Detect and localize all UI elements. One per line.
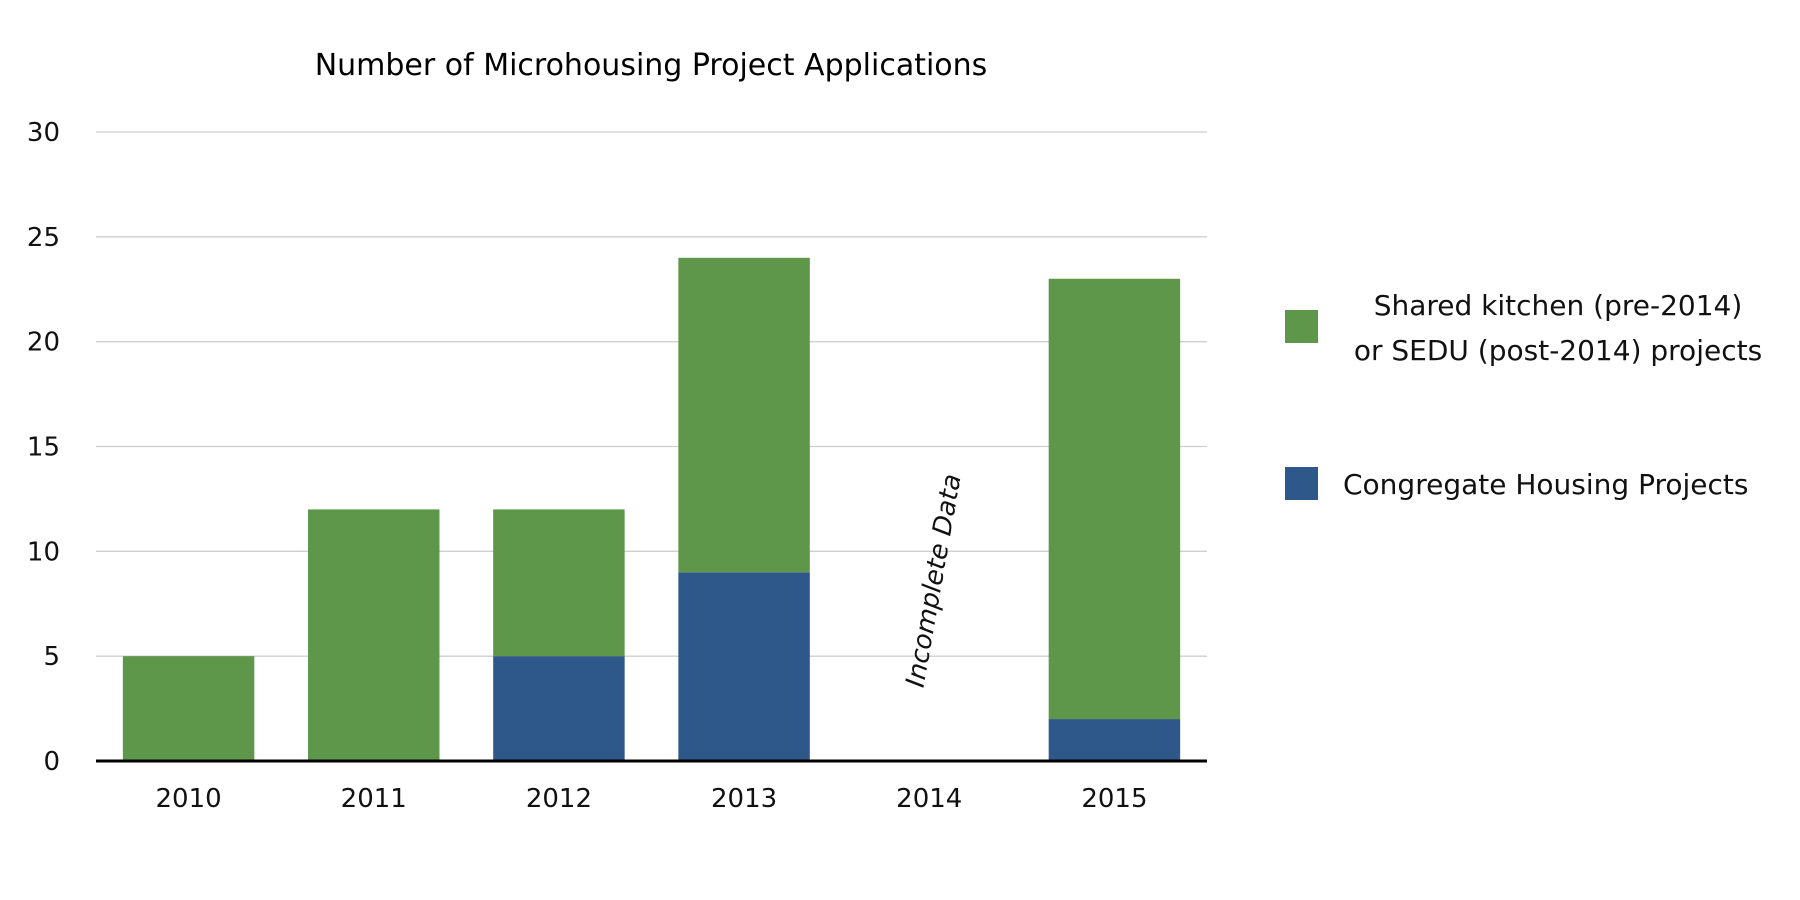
annotation-incomplete-data: Incomplete Data [901, 472, 968, 690]
bar-shared-kitchen-2010 [122, 656, 255, 761]
legend-swatch-congregate [1285, 467, 1318, 500]
x-tick-label: 2011 [341, 784, 407, 814]
bar-shared-kitchen-2015 [1048, 278, 1181, 720]
x-tick-label: 2010 [155, 784, 221, 814]
legend-label-shared-kitchen-line2: or SEDU (post-2014) projects [1354, 334, 1762, 367]
legend-label-congregate: Congregate Housing Projects [1343, 468, 1748, 501]
bar-shared-kitchen-2011 [308, 509, 440, 761]
chart-title: Number of Microhousing Project Applicati… [315, 48, 988, 83]
x-tick-label: 2012 [526, 784, 592, 814]
y-tick-label: 25 [27, 223, 60, 253]
gridlines [96, 131, 1207, 657]
x-tick-label: 2014 [896, 784, 962, 814]
bar-shared-kitchen-2013 [678, 257, 810, 573]
legend-label-shared-kitchen-line1: Shared kitchen (pre-2014) [1374, 289, 1743, 322]
legend: Shared kitchen (pre-2014) or SEDU (post-… [1285, 289, 1762, 501]
x-axis-ticks: 2010 2011 2012 2013 2014 2015 [155, 784, 1147, 814]
legend-swatch-shared-kitchen [1285, 310, 1318, 343]
x-tick-label: 2015 [1081, 784, 1147, 814]
y-tick-label: 5 [43, 642, 60, 672]
bar-congregate-2012 [493, 656, 625, 761]
bar-congregate-2015 [1048, 719, 1181, 761]
y-tick-label: 15 [27, 433, 60, 463]
x-tick-label: 2013 [711, 784, 777, 814]
bar-congregate-2013 [678, 572, 810, 761]
y-tick-label: 30 [27, 118, 60, 148]
bars [122, 257, 1181, 761]
y-tick-label: 20 [27, 328, 60, 358]
bar-shared-kitchen-2012 [493, 509, 625, 657]
y-tick-label: 10 [27, 537, 60, 567]
y-tick-label: 0 [43, 747, 60, 777]
y-axis-ticks: 0 5 10 15 20 25 30 [27, 118, 60, 777]
